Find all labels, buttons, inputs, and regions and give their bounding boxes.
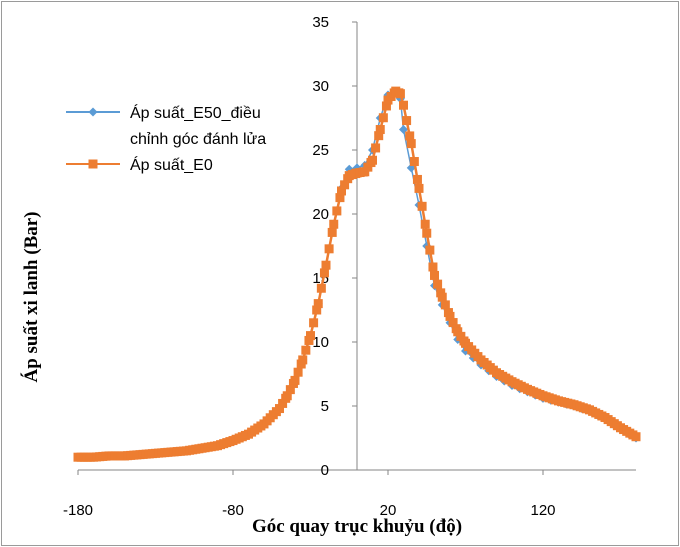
y-tick-label: 35 xyxy=(312,14,329,31)
data-point xyxy=(412,174,422,184)
data-point xyxy=(409,157,419,167)
data-point xyxy=(275,404,284,414)
data-point xyxy=(414,183,424,193)
data-point xyxy=(375,125,385,135)
data-point xyxy=(327,227,337,237)
data-point xyxy=(368,155,377,165)
data-point xyxy=(440,300,450,310)
data-point xyxy=(445,311,455,321)
y-tick-label: 20 xyxy=(312,206,329,223)
data-point xyxy=(360,167,370,177)
data-point xyxy=(456,331,466,341)
data-point xyxy=(340,180,350,190)
series-2 xyxy=(73,86,641,462)
data-point xyxy=(301,345,311,355)
data-point xyxy=(631,432,641,442)
x-axis-title: Góc quay trục khuỷu (độ) xyxy=(252,516,462,537)
data-point xyxy=(374,131,384,141)
data-point xyxy=(329,219,339,229)
legend-marker xyxy=(88,107,98,117)
data-point xyxy=(319,268,329,278)
data-point xyxy=(290,375,300,385)
legend-label: Áp suất_E50_điều xyxy=(130,103,261,122)
data-point xyxy=(293,367,303,377)
x-tick-label: -80 xyxy=(222,502,244,519)
data-point xyxy=(285,385,295,395)
data-point xyxy=(437,292,447,302)
data-point xyxy=(337,186,346,196)
legend-label: Áp suất_E0 xyxy=(130,155,213,174)
data-point xyxy=(309,318,319,328)
series-layer xyxy=(73,86,641,462)
data-point xyxy=(425,245,435,255)
data-point xyxy=(304,335,314,345)
data-point xyxy=(321,260,331,270)
data-point xyxy=(312,305,322,315)
data-point xyxy=(395,89,405,99)
data-point xyxy=(313,299,323,309)
data-point xyxy=(406,139,416,149)
data-point xyxy=(278,398,288,408)
y-tick-label: 25 xyxy=(312,142,329,159)
data-point xyxy=(422,228,432,238)
data-point xyxy=(420,219,430,229)
x-tick-labels: -180 -80 20 120 xyxy=(63,502,556,519)
x-tick-label: -180 xyxy=(63,502,93,519)
legend-label: chỉnh góc đánh lửa xyxy=(130,131,266,148)
data-point xyxy=(335,193,345,203)
y-tick-label: 0 xyxy=(321,462,329,479)
data-point xyxy=(453,327,463,337)
data-point xyxy=(316,283,326,293)
y-tick-label: 10 xyxy=(312,334,329,351)
data-point xyxy=(324,244,334,254)
data-point xyxy=(405,131,415,141)
x-tick-label: 120 xyxy=(530,502,555,519)
legend-entry-1: Áp suất_E50_điều chỉnh góc đánh lửa xyxy=(66,103,266,148)
data-point xyxy=(402,116,412,126)
data-point xyxy=(428,262,438,272)
data-point xyxy=(298,355,308,365)
data-point xyxy=(430,270,439,280)
axes xyxy=(77,21,636,475)
data-point xyxy=(399,100,408,110)
data-point xyxy=(433,279,443,289)
y-tick-label: 5 xyxy=(321,398,329,415)
data-point xyxy=(381,101,391,111)
data-point xyxy=(282,391,292,401)
data-point xyxy=(417,201,427,211)
data-point xyxy=(371,143,381,153)
y-axis-title: Áp suất xi lanh (Bar) xyxy=(20,211,42,382)
data-point xyxy=(378,113,388,123)
data-point xyxy=(448,318,458,328)
y-tick-label: 30 xyxy=(312,78,329,95)
x-tick-label: 20 xyxy=(380,502,397,519)
data-point xyxy=(306,331,315,341)
legend-entry-2: Áp suất_E0 xyxy=(66,155,213,174)
legend-marker xyxy=(88,159,98,169)
data-point xyxy=(332,206,342,216)
data-point xyxy=(363,162,373,172)
